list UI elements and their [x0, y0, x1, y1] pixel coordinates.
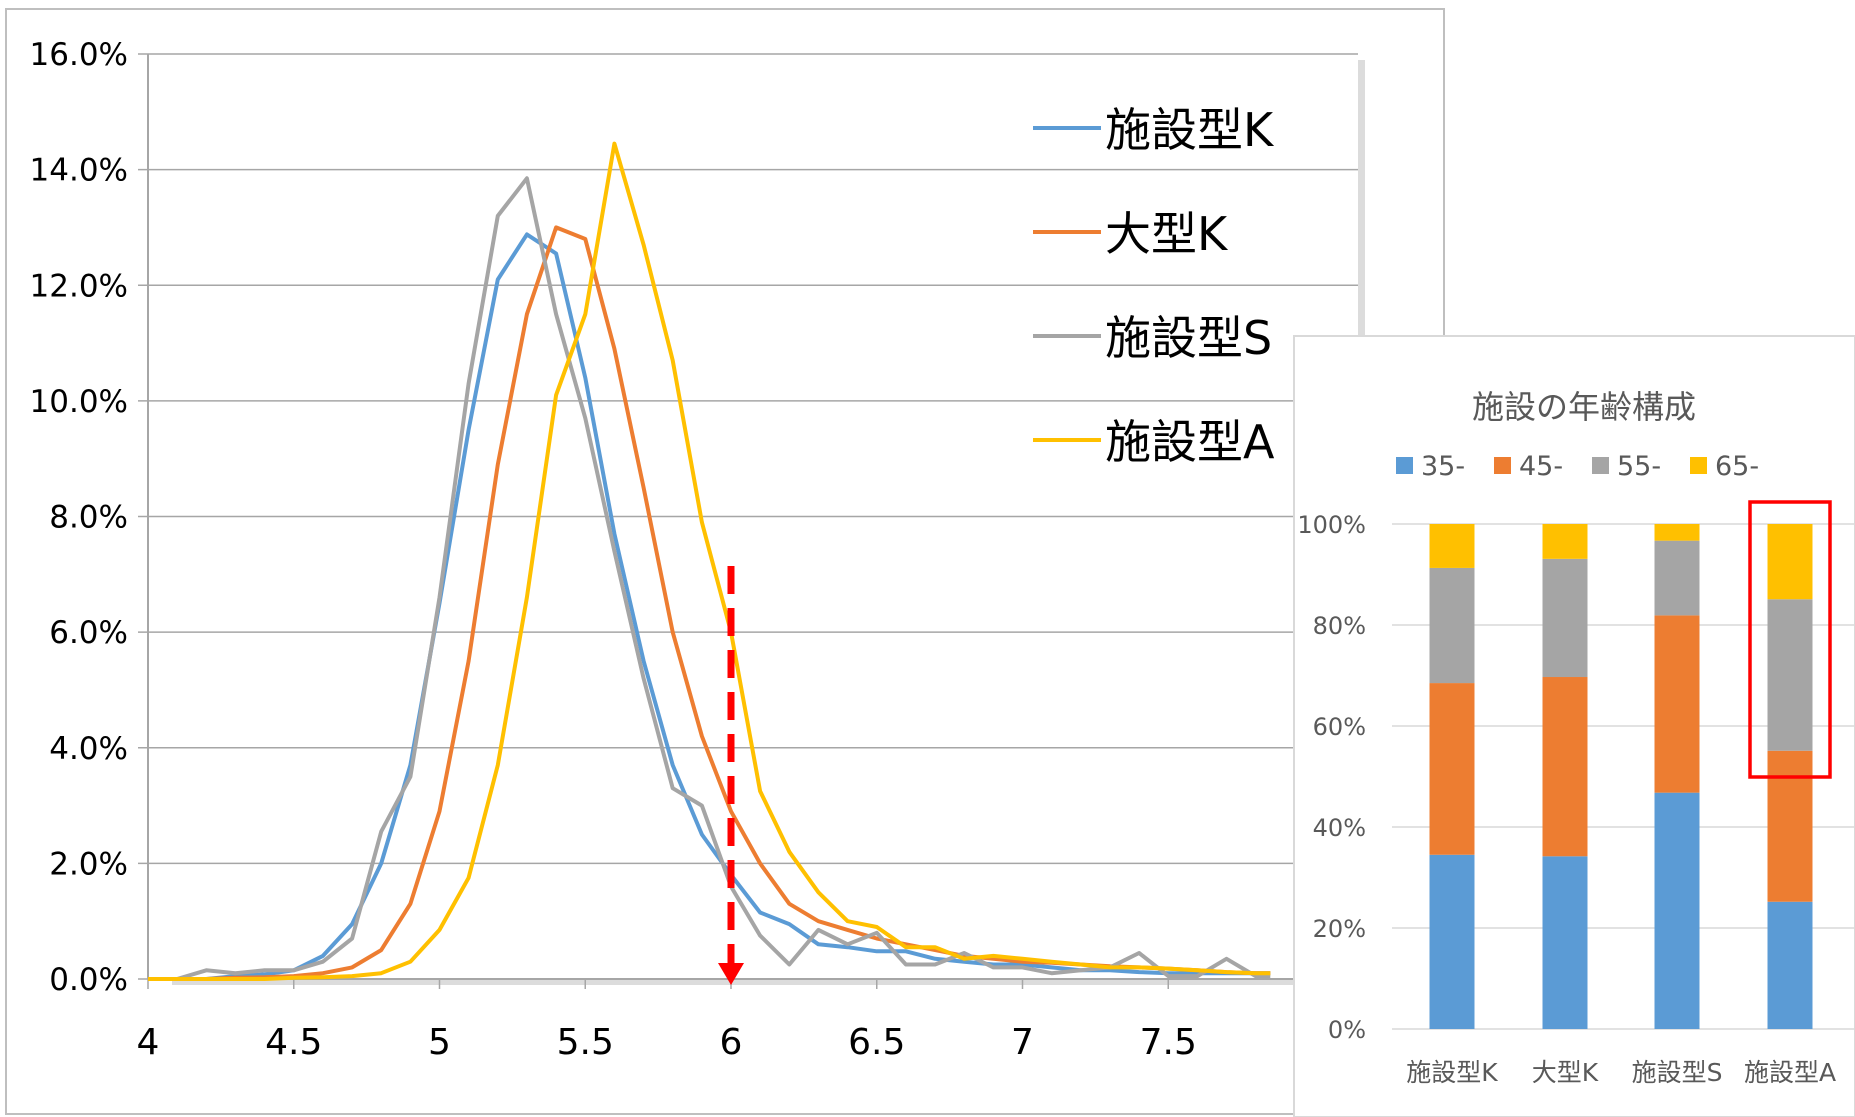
bar-segment-2-2 [1542, 677, 1588, 857]
y-tick-label: 8.0% [49, 500, 128, 536]
bar-legend-swatch-4 [1690, 457, 1707, 474]
bar-segments [1429, 524, 1813, 1029]
series-lines [148, 141, 1271, 981]
highlight-box [1748, 500, 1832, 779]
bar-segment-1-2 [1429, 683, 1475, 855]
x-axis-ticks: 4 4.5 5 5.5 6 6.5 7 7.5 [137, 979, 1197, 1063]
bar-y-tick-label: 0% [1328, 1016, 1366, 1044]
arrow-head [718, 963, 744, 985]
bar-segment-1-4 [1429, 524, 1475, 568]
bar-segment-2-3 [1542, 558, 1588, 678]
bar-legend-label-3: 55- [1617, 451, 1661, 482]
bar-y-tick-label: 60% [1313, 713, 1366, 741]
bar-segment-4-3 [1767, 599, 1813, 751]
bar-legend-swatch-3 [1592, 457, 1609, 474]
y-tick-label: 10.0% [30, 384, 128, 420]
bar-segment-3-2 [1654, 615, 1700, 793]
legend-label-1: 施設型K [1105, 103, 1275, 157]
x-tick-label: 6.5 [848, 1022, 905, 1063]
bar-y-axis-ticks: 0% 20% 40% 60% 80% 100% [1297, 511, 1366, 1044]
bar-chart-title: 施設の年齢構成 [1472, 388, 1696, 426]
bar-segment-4-4 [1767, 524, 1813, 600]
x-tick-label: 5.5 [557, 1022, 614, 1063]
series-line-4 [148, 141, 1271, 981]
y-tick-label: 4.0% [49, 731, 128, 767]
y-tick-label: 16.0% [30, 37, 128, 73]
bar-category-label: 施設型K [1406, 1058, 1498, 1087]
legend-label-2: 大型K [1105, 207, 1229, 261]
y-tick-label: 14.0% [30, 153, 128, 189]
x-tick-label: 6 [720, 1022, 743, 1063]
bar-segment-1-3 [1429, 567, 1475, 684]
legend-label-4: 施設型A [1105, 415, 1275, 469]
x-tick-label: 7.5 [1140, 1022, 1197, 1063]
x-tick-label: 4.5 [265, 1022, 322, 1063]
highlight-rectangle [1748, 500, 1832, 779]
bar-segment-4-1 [1767, 901, 1813, 1029]
legend-label-3: 施設型S [1105, 311, 1272, 365]
bar-segment-3-1 [1654, 792, 1700, 1029]
bar-category-label: 大型K [1532, 1058, 1599, 1087]
bar-segment-2-1 [1542, 856, 1588, 1029]
y-axis-ticks: 0.0% 2.0% 4.0% 6.0% 8.0% 10.0% 12.0% 14.0% 16.0% [30, 37, 148, 998]
y-tick-label: 6.0% [49, 615, 128, 651]
bar-legend-label-2: 45- [1519, 451, 1563, 482]
bar-segment-2-4 [1542, 524, 1588, 559]
bar-legend: 35- 45- 55- 65- [1396, 451, 1759, 482]
x-tick-label: 7 [1011, 1022, 1034, 1063]
x-tick-label: 5 [428, 1022, 451, 1063]
y-tick-label: 2.0% [49, 846, 128, 882]
bar-segment-3-3 [1654, 540, 1700, 616]
bar-y-tick-label: 20% [1313, 915, 1366, 943]
bar-legend-label-1: 35- [1421, 451, 1465, 482]
bar-category-label: 施設型A [1744, 1058, 1836, 1087]
threshold-arrow [718, 566, 744, 985]
bar-segment-3-4 [1654, 524, 1700, 541]
x-tick-label: 4 [137, 1022, 160, 1063]
line-legend: 施設型K 大型K 施設型S 施設型A [1033, 103, 1275, 469]
bar-segment-4-2 [1767, 750, 1813, 902]
series-line-3 [148, 176, 1271, 981]
y-tick-label: 12.0% [30, 268, 128, 304]
y-tick-label: 0.0% [49, 962, 128, 998]
bar-category-label: 施設型S [1632, 1058, 1723, 1087]
bar-y-tick-label: 40% [1313, 814, 1366, 842]
bar-legend-label-4: 65- [1715, 451, 1759, 482]
bar-segment-1-1 [1429, 854, 1475, 1029]
bar-y-tick-label: 100% [1297, 511, 1366, 539]
bar-y-tick-label: 80% [1313, 612, 1366, 640]
bar-legend-swatch-1 [1396, 457, 1413, 474]
bar-category-labels: 施設型K 大型K 施設型S 施設型A [1406, 1058, 1836, 1087]
bar-legend-swatch-2 [1494, 457, 1511, 474]
